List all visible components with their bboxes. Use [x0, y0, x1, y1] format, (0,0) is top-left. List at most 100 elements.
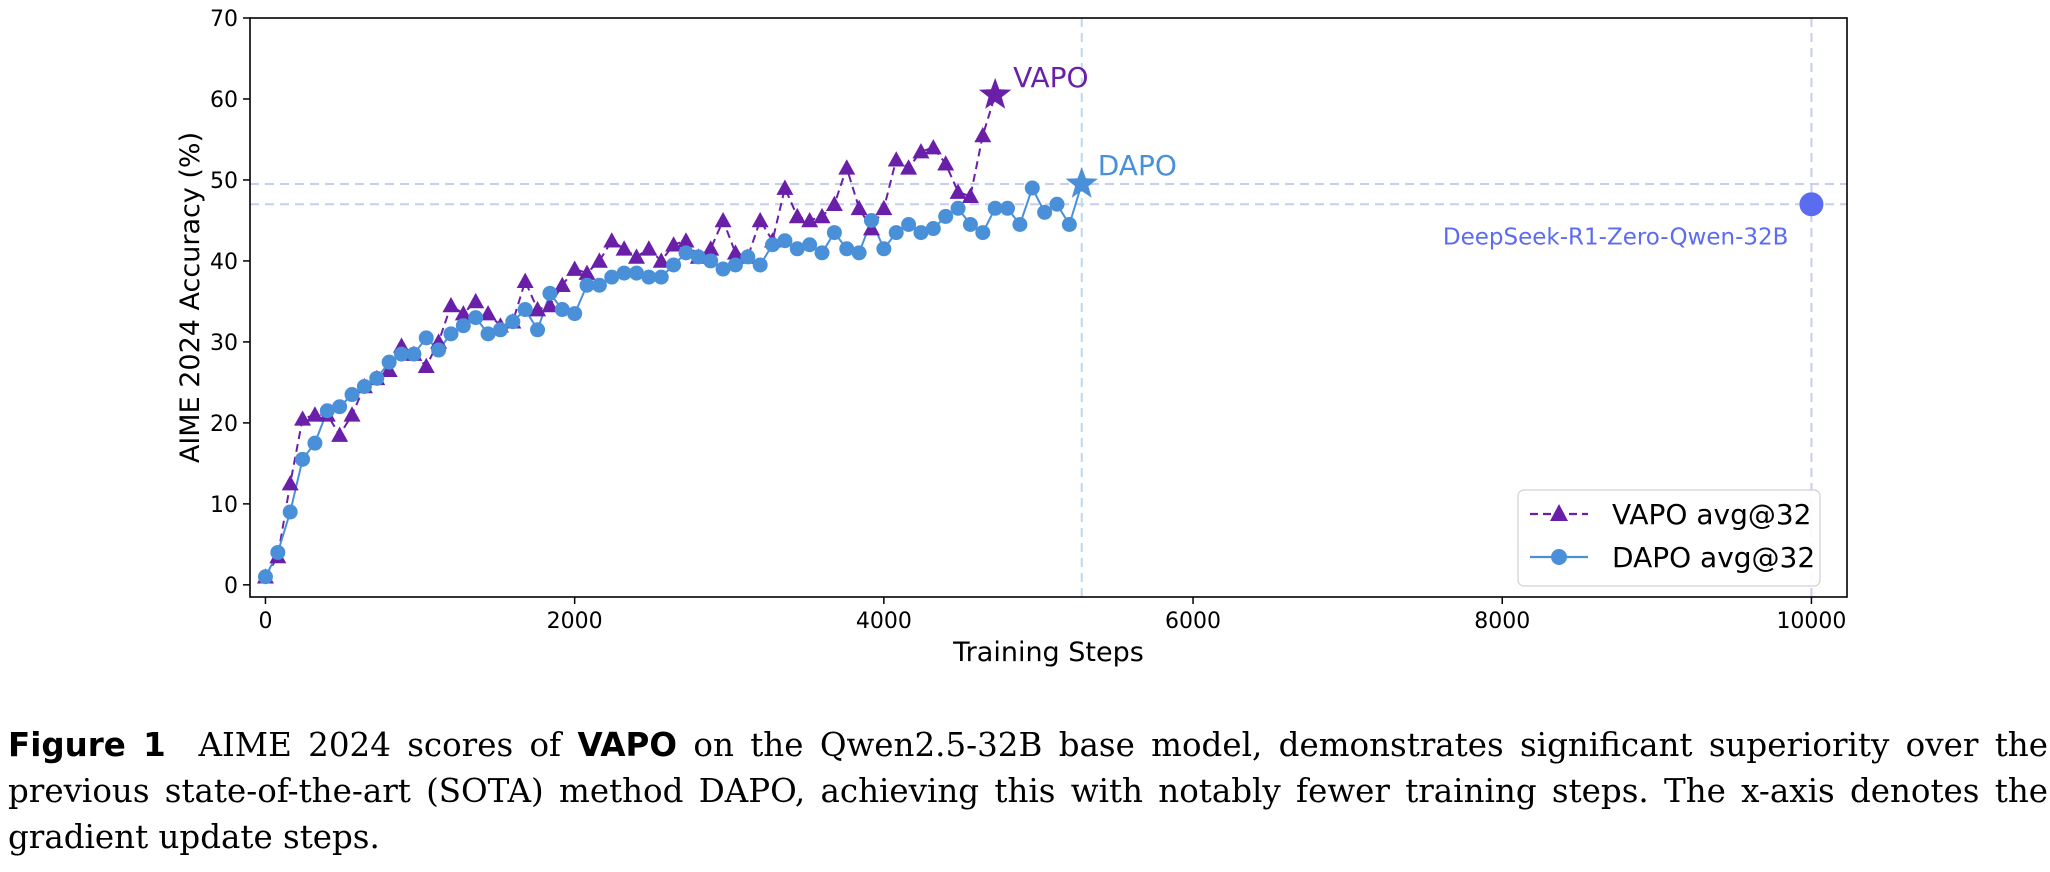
vapo-point	[553, 276, 571, 293]
y-tick-label: 50	[210, 169, 238, 194]
vapo-final-star	[979, 77, 1012, 109]
axis-ticks: 0 2000 4000 6000 8000 10000 0 10 20 30 40 50 60 70	[210, 7, 1846, 634]
vapo-point	[825, 195, 843, 212]
markers-layer	[256, 77, 1824, 585]
caption-text-after: on the Qwen2.5-32B base model, demonstra…	[8, 726, 2048, 856]
dapo-point	[381, 354, 397, 370]
vapo-point	[442, 296, 460, 313]
vapo-line	[264, 94, 997, 578]
y-tick-label: 10	[210, 493, 238, 518]
x-tick-label: 10000	[1776, 609, 1846, 634]
y-tick-label: 40	[210, 250, 238, 275]
vapo-point	[331, 426, 349, 442]
figure-caption: Figure 1 AIME 2024 scores of VAPO on the…	[8, 722, 2048, 860]
vapo-point	[281, 475, 299, 491]
vapo-point	[294, 410, 312, 426]
dapo-point	[542, 285, 558, 301]
dapo-point	[690, 249, 706, 265]
dapo-point	[554, 302, 570, 318]
dapo-point	[492, 322, 508, 338]
caption-bold-word: VAPO	[577, 726, 678, 764]
dapo-point	[666, 257, 682, 273]
dapo-point	[604, 269, 620, 285]
dapo-point	[851, 245, 867, 261]
legend-dapo-label: DAPO avg@32	[1612, 541, 1815, 574]
dapo-point	[789, 241, 805, 257]
x-tick-label: 4000	[856, 609, 912, 634]
vapo-point	[640, 240, 658, 256]
vapo-point	[306, 406, 324, 422]
dapo-point	[628, 265, 644, 281]
caption-text-before: AIME 2024 scores of	[198, 726, 562, 764]
vapo-point	[887, 151, 905, 167]
vapo-point	[677, 232, 695, 248]
vapo-point	[541, 296, 559, 313]
vapo-point	[751, 211, 769, 228]
vapo-point	[813, 207, 831, 224]
figure-label: Figure 1	[8, 726, 166, 764]
y-axis-label: AIME 2024 Accuracy (%)	[175, 132, 206, 463]
dapo-point	[480, 326, 496, 342]
vapo-point	[850, 199, 868, 216]
dapo-point	[567, 306, 583, 322]
dapo-point	[1049, 196, 1065, 212]
dapo-point	[777, 233, 793, 249]
vapo-point	[578, 264, 596, 280]
dapo-point	[876, 241, 892, 257]
dapo-point	[901, 216, 917, 232]
y-tick-label: 60	[210, 88, 238, 113]
dapo-point	[1000, 200, 1016, 216]
dapo-point	[1024, 180, 1040, 196]
dapo-point	[802, 237, 818, 253]
vapo-point	[665, 236, 683, 252]
deepseek-point	[1799, 192, 1824, 217]
dapo-point	[1061, 216, 1077, 232]
vapo-point	[912, 143, 930, 159]
dapo-point	[715, 261, 731, 277]
x-tick-label: 6000	[1165, 609, 1221, 634]
vapo-point	[900, 159, 918, 175]
vapo-point	[961, 187, 979, 203]
dapo-point	[641, 269, 657, 285]
x-tick-label: 2000	[547, 609, 603, 634]
dapo-final-star	[1065, 167, 1098, 198]
dapo-point	[678, 245, 694, 261]
dapo-point	[987, 200, 1003, 216]
vapo-point	[924, 139, 942, 155]
legend: VAPO avg@32 DAPO avg@32	[1517, 489, 1821, 587]
dapo-point	[394, 346, 410, 362]
dapo-point	[455, 318, 471, 334]
dapo-point	[295, 451, 311, 467]
vapo-point	[788, 207, 806, 224]
vapo-point	[652, 252, 670, 268]
vapo-point	[516, 272, 534, 288]
legend-box	[1517, 489, 1821, 587]
dapo-point	[814, 245, 830, 261]
vapo-point	[714, 211, 732, 228]
y-tick-label: 0	[224, 574, 238, 599]
x-axis-label: Training Steps	[952, 637, 1144, 668]
vapo-point	[838, 159, 856, 175]
dapo-point	[1012, 216, 1028, 232]
dapo-point	[307, 435, 323, 451]
x-tick-label: 8000	[1474, 609, 1530, 634]
dapo-point	[863, 212, 879, 228]
dapo-point	[530, 322, 546, 338]
dapo-point	[616, 265, 632, 281]
legend-vapo-label: VAPO avg@32	[1612, 498, 1811, 531]
plot-frame	[249, 17, 1848, 598]
dapo-point	[332, 399, 348, 415]
vapo-point	[702, 240, 720, 256]
vapo-point	[566, 260, 584, 276]
vapo-point	[603, 232, 621, 248]
y-tick-label: 20	[210, 412, 238, 437]
dapo-point	[344, 387, 360, 403]
dapo-point	[653, 269, 669, 285]
dapo-point	[703, 253, 719, 269]
dapo-point	[740, 249, 756, 265]
dapo-point	[826, 225, 842, 241]
vapo-point	[590, 252, 608, 268]
dapo-point	[257, 569, 273, 585]
vapo-point	[417, 357, 435, 374]
dapo-point	[975, 225, 991, 241]
